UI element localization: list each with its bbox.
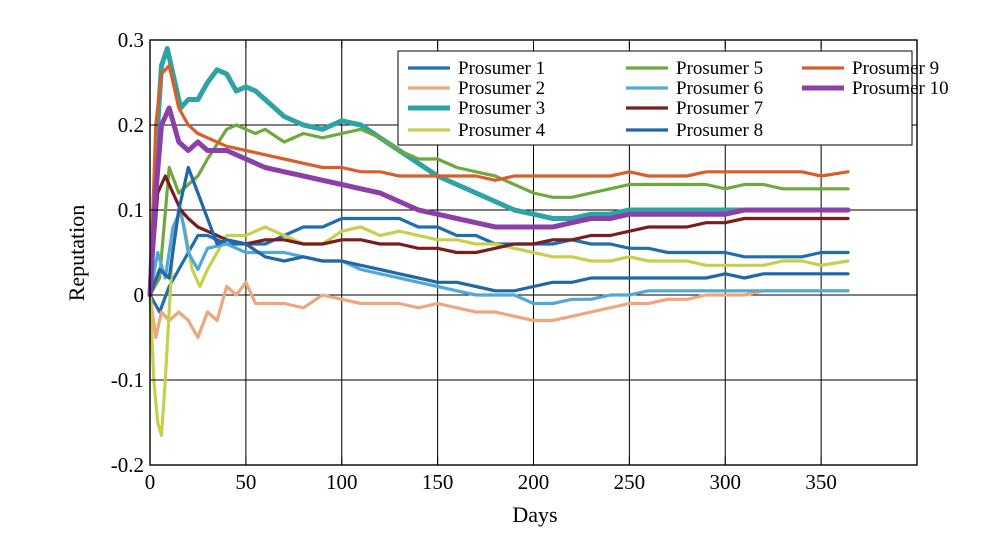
series-line-prosumer-9 bbox=[148, 63, 850, 297]
legend-label-prosumer-4: Prosumer 4 bbox=[458, 120, 546, 141]
y-tick-label: 0.1 bbox=[118, 198, 144, 222]
axis-ticks: 0 50 100 150 200 250 300 350 -0.2 -0.1 0 0.1 0.2 0.3 bbox=[111, 28, 917, 494]
series-line-prosumer-8 bbox=[148, 165, 850, 297]
y-tick-label: 0.2 bbox=[118, 113, 144, 137]
x-tick-label: 150 bbox=[422, 470, 454, 494]
x-tick-label: 0 bbox=[145, 470, 156, 494]
series-line-prosumer-5 bbox=[148, 123, 850, 297]
legend-label-prosumer-1: Prosumer 1 bbox=[458, 58, 545, 79]
y-tick-label: -0.2 bbox=[111, 453, 144, 477]
y-tick-label: -0.1 bbox=[111, 368, 144, 392]
y-tick-label: 0 bbox=[134, 283, 145, 307]
legend-label-prosumer-5: Prosumer 5 bbox=[676, 58, 763, 79]
series-line-prosumer-2 bbox=[148, 280, 850, 340]
legend-label-prosumer-6: Prosumer 6 bbox=[676, 78, 763, 99]
x-tick-label: 350 bbox=[805, 470, 837, 494]
series-line-prosumer-7 bbox=[148, 174, 850, 297]
x-tick-label: 50 bbox=[235, 470, 256, 494]
legend-label-prosumer-8: Prosumer 8 bbox=[676, 120, 763, 141]
legend-label-prosumer-3: Prosumer 3 bbox=[458, 98, 545, 119]
x-tick-label: 200 bbox=[518, 470, 550, 494]
legend-label-prosumer-2: Prosumer 2 bbox=[458, 78, 545, 99]
series-lines bbox=[147, 46, 851, 437]
y-tick-label: 0.3 bbox=[118, 28, 144, 52]
series-line-prosumer-6 bbox=[148, 208, 850, 306]
series-line-prosumer-10 bbox=[147, 105, 851, 298]
x-tick-label: 250 bbox=[614, 470, 646, 494]
x-axis-label: Days bbox=[512, 502, 557, 527]
legend-label-prosumer-9: Prosumer 9 bbox=[852, 58, 939, 79]
legend-label-prosumer-7: Prosumer 7 bbox=[676, 98, 763, 119]
y-axis-label: Reputation bbox=[64, 205, 89, 302]
legend-label-prosumer-10: Prosumer 10 bbox=[852, 78, 949, 99]
x-tick-label: 100 bbox=[326, 470, 358, 494]
x-tick-label: 300 bbox=[710, 470, 742, 494]
series-line-prosumer-3 bbox=[147, 46, 851, 298]
